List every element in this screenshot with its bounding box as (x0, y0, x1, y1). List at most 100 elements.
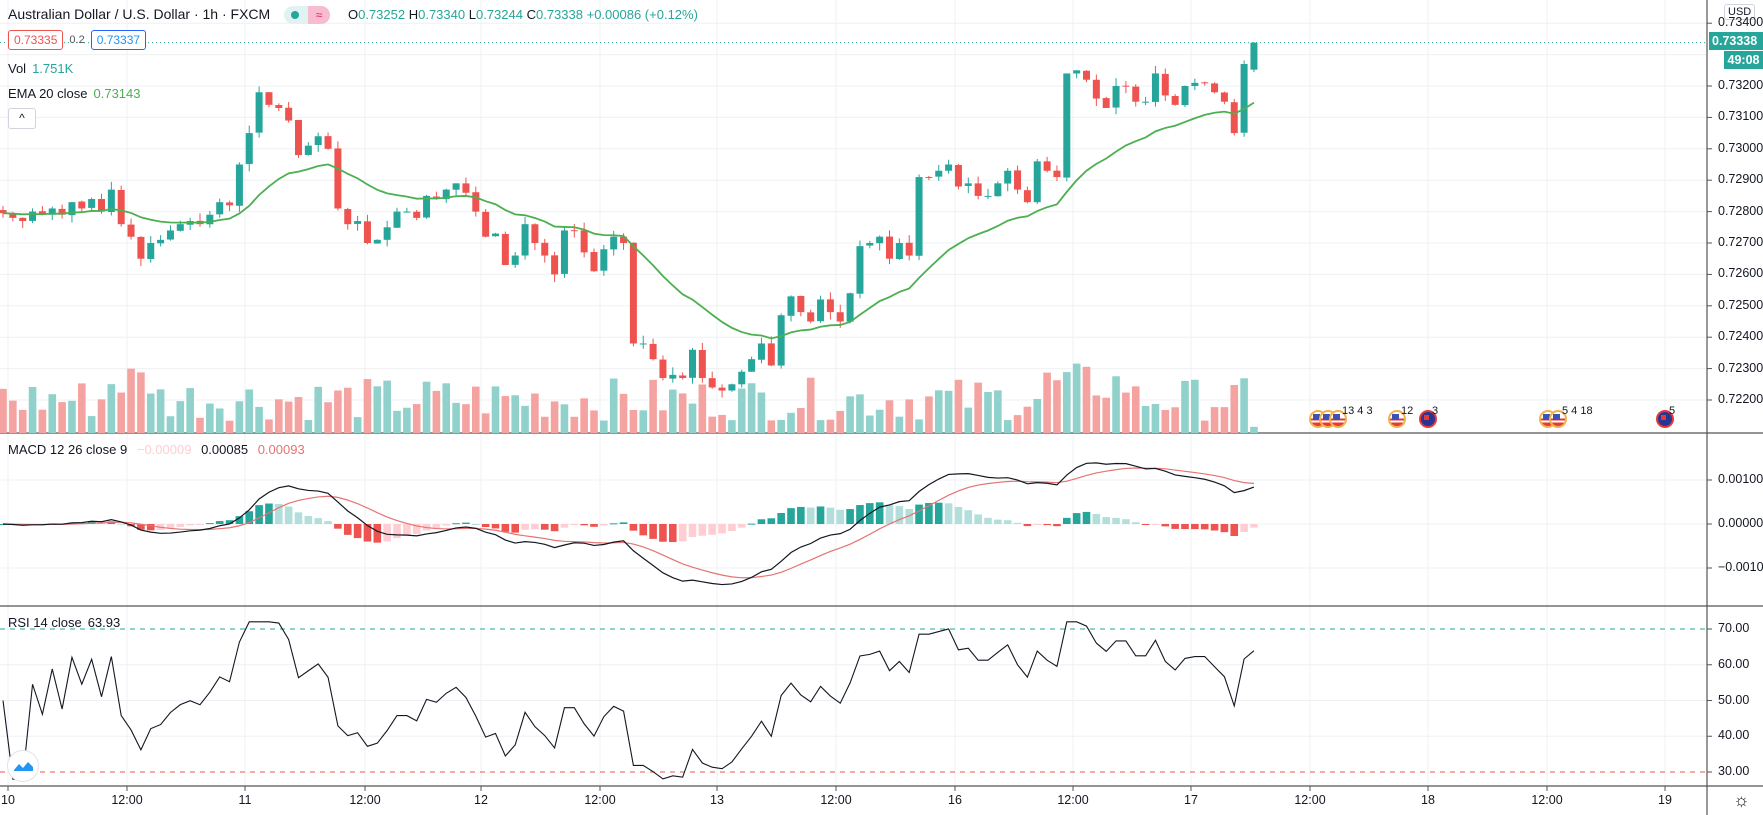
volume-bar (826, 419, 835, 433)
candle-body (915, 177, 923, 256)
status-pill[interactable]: ≈ (284, 6, 331, 25)
macd-hist-bar (1013, 522, 1022, 524)
candle-body (689, 349, 696, 378)
candle-body (206, 214, 214, 225)
tradingview-logo[interactable] (7, 750, 39, 782)
candle-body (531, 224, 539, 243)
buy-ask-button[interactable]: 0.73337 (90, 30, 147, 50)
macd-hist-bar (1122, 519, 1130, 524)
macd-hist-bar (501, 524, 510, 532)
macd-hist-bar (915, 504, 923, 524)
macd-hist-bar (846, 509, 854, 524)
volume-bar (422, 381, 431, 433)
volume-bar (393, 410, 401, 433)
us-flag-icon[interactable] (1549, 410, 1567, 428)
macd-hist-bar (718, 524, 726, 534)
au-flag-icon[interactable] (1656, 410, 1674, 428)
volume-bar (452, 402, 460, 433)
volume-bar (816, 420, 825, 433)
time-tick-label: 13 (710, 793, 724, 807)
volume-bar (117, 392, 125, 433)
event-count-label: 13 4 3 (1342, 405, 1373, 417)
macd-hist-bar (836, 509, 845, 524)
macd-hist-bar (481, 524, 490, 528)
open-label: O (347, 7, 359, 22)
settings-gear-icon[interactable]: ☼ (1733, 790, 1750, 810)
candle-body (216, 202, 224, 215)
volume-bar (1141, 405, 1150, 433)
au-flag-icon[interactable] (1419, 410, 1437, 428)
volume-bar (294, 397, 303, 433)
macd-hist-bar (934, 502, 943, 524)
candle-body (886, 236, 893, 259)
rsi-legend[interactable]: RSI 14 close 63.93 (8, 615, 120, 630)
currency-button[interactable]: USD (1724, 4, 1756, 20)
volume-bar (87, 416, 96, 433)
macd-signal-line (2, 467, 1255, 579)
macd-hist-bar (875, 502, 884, 524)
collapse-legend-button[interactable]: ^ (8, 108, 36, 129)
volume-label: Vol (8, 61, 27, 76)
candle-body (265, 92, 273, 105)
macd-signal-value: 0.00093 (257, 442, 305, 457)
candle-body (757, 343, 765, 360)
volume-bar (895, 416, 904, 433)
macd-hist-bar (462, 522, 470, 524)
volume-bar (757, 392, 766, 433)
macd-hist-bar (609, 523, 618, 525)
macd-hist-bar (1161, 524, 1170, 527)
macd-hist-bar (1171, 524, 1179, 529)
price-tick-label: 0.72400 (1718, 329, 1763, 344)
volume-bar (1082, 366, 1091, 433)
rsi-tick-label: 30.00 (1718, 764, 1750, 778)
candle-body (9, 213, 17, 218)
time-tick-label: 12 (474, 793, 488, 807)
macd-hist-bar (1003, 520, 1012, 524)
candle-body (649, 343, 657, 360)
ema-legend[interactable]: EMA 20 close 0.73143 (8, 86, 141, 101)
candle-body (1201, 82, 1209, 84)
macd-hist-bar (688, 524, 697, 537)
volume-bar (1053, 380, 1061, 433)
candle-body (856, 246, 864, 294)
volume-bar (925, 396, 933, 433)
macd-hist-bar (196, 524, 204, 525)
volume-bar (1003, 420, 1012, 433)
macd-hist-bar (225, 520, 234, 524)
event-count-label: 5 4 18 (1562, 405, 1593, 417)
volume-bar (885, 400, 894, 433)
candle-body (876, 236, 884, 244)
us-flag-icon[interactable] (1388, 410, 1406, 428)
candle-body (1014, 170, 1022, 190)
candle-body (620, 236, 628, 243)
price-tick-label: 0.72500 (1718, 297, 1763, 312)
candle-body (137, 236, 145, 259)
volume-bar (9, 400, 17, 433)
volume-bar (1210, 407, 1219, 433)
candle-body (403, 211, 411, 213)
candle-body (718, 387, 726, 391)
volume-bar (403, 407, 411, 433)
volume-bar (206, 403, 214, 433)
volume-bar (265, 419, 273, 433)
candle-body (1112, 86, 1120, 108)
volume-legend[interactable]: Vol 1.751K (8, 61, 73, 76)
macd-legend[interactable]: MACD 12 26 close 9 −0.00009 0.00085 0.00… (8, 442, 305, 457)
macd-hist-bar (1082, 511, 1091, 524)
symbol-title[interactable]: Australian Dollar / U.S. Dollar · 1h · F… (8, 6, 271, 22)
candle-body (560, 230, 568, 274)
ema-line (2, 101, 1255, 340)
us-flag-icon[interactable] (1329, 410, 1347, 428)
candle-body (1102, 98, 1110, 108)
candle-body (728, 384, 736, 391)
candle-body (629, 242, 637, 344)
time-tick-label: 12:00 (1294, 793, 1326, 807)
volume-bar (1250, 426, 1258, 433)
sell-bid-button[interactable]: 0.73335 (8, 30, 64, 50)
macd-hist-bar (1181, 524, 1189, 530)
macd-hist-bar (1131, 522, 1140, 524)
macd-hist-bar (974, 514, 982, 524)
macd-hist-bar (580, 524, 588, 526)
close-value: 0.73338 (535, 7, 583, 22)
